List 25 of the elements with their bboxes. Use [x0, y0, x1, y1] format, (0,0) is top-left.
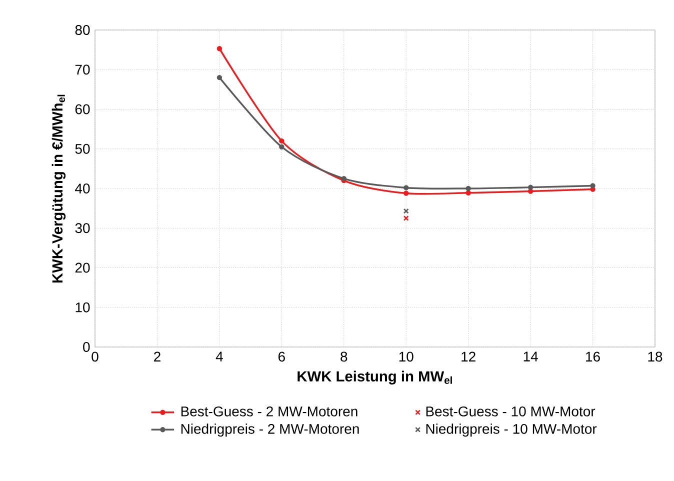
x-tick-label: 10	[399, 352, 414, 362]
x-tick-label: 6	[278, 352, 285, 362]
x-tick-label: 2	[154, 352, 160, 362]
y-tick-label: 10	[76, 302, 90, 312]
legend-label: Niedrigpreis - 2 MW-Motoren	[181, 424, 359, 437]
legend-label: Best-Guess - 2 MW-Motoren	[181, 406, 358, 416]
x-tick-label: 18	[648, 352, 662, 362]
y-tick-label: 70	[75, 64, 90, 75]
x-tick-label: 4	[216, 352, 223, 362]
y-axis-title: KWK-Vergütung in €/MWh$_{el}$	[52, 94, 66, 283]
y-tick-label: 60	[75, 104, 90, 114]
x-tick-label: 0	[92, 352, 98, 362]
legend-label: Best-Guess - 10 MW-Motor	[426, 406, 596, 416]
x-axis-title: KWK Leistung in MW$_{el}$	[298, 370, 452, 385]
y-tick-label: 80	[75, 25, 90, 35]
y-tick-label: 50	[75, 144, 90, 154]
y-tick-label: 40	[75, 184, 90, 194]
y-tick-label: 0	[83, 342, 90, 352]
x-tick-label: 12	[462, 352, 476, 362]
x-tick-label: 16	[586, 352, 600, 362]
x-tick-label: 14	[524, 352, 538, 362]
legend-label: Niedrigpreis - 10 MW-Motor	[426, 424, 597, 437]
x-tick-label: 8	[340, 352, 348, 362]
y-tick-label: 20	[75, 262, 90, 273]
y-tick-label: 30	[75, 223, 90, 234]
